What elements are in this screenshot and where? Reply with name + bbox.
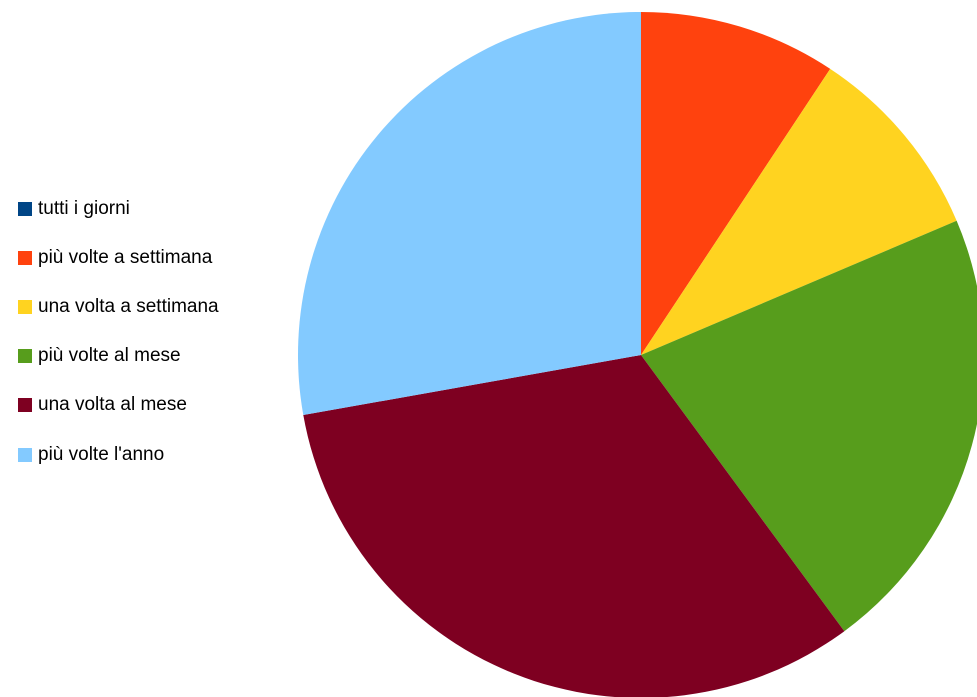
legend: tutti i giorni più volte a settimana una… [18,184,219,479]
legend-label: più volte al mese [38,345,181,367]
pie-slice-una-volta-al-mese [303,355,845,697]
legend-label: una volta a settimana [38,295,219,317]
pie-slice-una-volta-a-settimana [641,68,957,355]
legend-item-una-volta-a-settimana: una volta a settimana [18,282,219,331]
legend-label: tutti i giorni [38,197,130,219]
legend-swatch [18,299,32,314]
legend-swatch [18,447,32,462]
legend-item-piu-volte-a-settimana: più volte a settimana [18,233,219,282]
legend-swatch [18,201,32,216]
legend-swatch [18,250,32,265]
pie-slice-pi-volte-l-anno [297,12,641,416]
legend-swatch [18,398,32,413]
pie-slice-pi-volte-al-mese [641,220,977,632]
legend-item-tutti-i-giorni: tutti i giorni [18,184,219,233]
pie-slice-pi-volte-a-settimana [641,12,831,355]
legend-item-piu-volte-l-anno: più volte l'anno [18,430,219,479]
legend-item-piu-volte-al-mese: più volte al mese [18,332,219,381]
legend-swatch [18,349,32,364]
legend-label: più volte a settimana [38,246,213,268]
legend-item-una-volta-al-mese: una volta al mese [18,381,219,430]
legend-label: più volte l'anno [38,443,165,465]
legend-label: una volta al mese [38,394,187,416]
